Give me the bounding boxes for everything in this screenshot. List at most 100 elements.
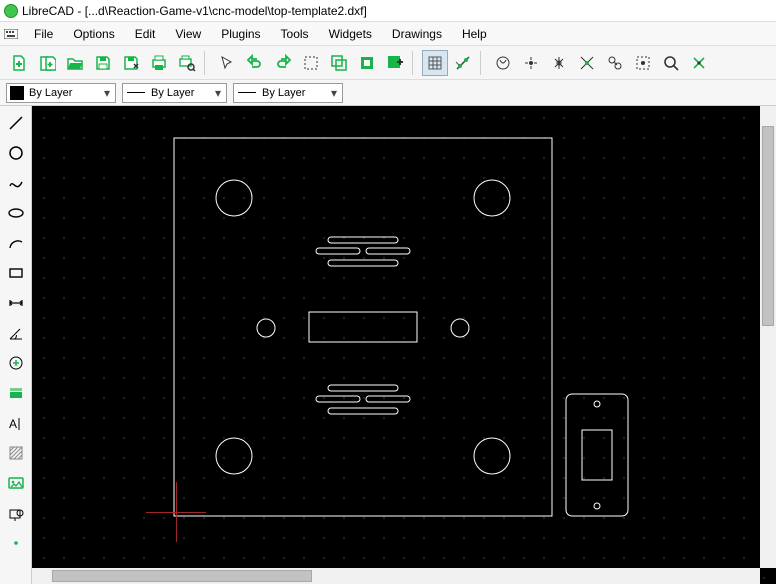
- select-region-icon: [302, 54, 320, 72]
- point-tool-icon: [7, 534, 25, 552]
- left-toolbar: A: [0, 106, 32, 584]
- center-snap-icon: [550, 54, 568, 72]
- point-tool-button[interactable]: [3, 530, 29, 556]
- drawing-canvas[interactable]: [32, 106, 776, 584]
- curve-tool-button[interactable]: [3, 170, 29, 196]
- angle-dim-tool-button[interactable]: [3, 320, 29, 346]
- scrollbar-horizontal[interactable]: [32, 568, 760, 584]
- save-icon: [94, 54, 112, 72]
- window-title: LibreCAD - [...d\Reaction-Game-v1\cnc-mo…: [22, 4, 367, 18]
- nearest-snap-button[interactable]: [658, 50, 684, 76]
- nearest-snap-icon: [662, 54, 680, 72]
- redo-button[interactable]: [270, 50, 296, 76]
- print-preview-button[interactable]: [174, 50, 200, 76]
- save-as-icon: [122, 54, 140, 72]
- layer-color-label: By Layer: [27, 87, 99, 99]
- circle-tool-button[interactable]: [3, 140, 29, 166]
- polyline-tool-icon: [7, 354, 25, 372]
- pointer-button[interactable]: [214, 50, 240, 76]
- perp-snap-icon: [606, 54, 624, 72]
- arc-tool-icon: [7, 234, 25, 252]
- zoom-window-button[interactable]: [326, 50, 352, 76]
- layer-linewidth-combo[interactable]: By Layer ▾: [122, 83, 227, 103]
- new-doc-icon: [10, 54, 28, 72]
- text-tool-button[interactable]: A: [3, 410, 29, 436]
- pan-button[interactable]: [354, 50, 380, 76]
- scroll-thumb[interactable]: [762, 126, 774, 326]
- svg-text:A: A: [9, 417, 17, 431]
- toolbar-separator: [480, 51, 486, 75]
- crosshair-vertical: [176, 482, 177, 542]
- text-tool-icon: A: [7, 414, 25, 432]
- center-snap-button[interactable]: [546, 50, 572, 76]
- redo-icon: [274, 54, 292, 72]
- menu-tools[interactable]: Tools: [271, 25, 319, 43]
- arc-tool-button[interactable]: [3, 230, 29, 256]
- save-button[interactable]: [90, 50, 116, 76]
- image-tool-button[interactable]: [3, 470, 29, 496]
- save-as-button[interactable]: [118, 50, 144, 76]
- pointer-icon: [218, 54, 236, 72]
- menu-bar: FileOptionsEditViewPluginsToolsWidgetsDr…: [0, 22, 776, 46]
- new-doc-button[interactable]: [6, 50, 32, 76]
- rect-tool-button[interactable]: [3, 260, 29, 286]
- line-tool-button[interactable]: [3, 110, 29, 136]
- title-bar: LibreCAD - [...d\Reaction-Game-v1\cnc-mo…: [0, 0, 776, 22]
- app-name: LibreCAD: [22, 4, 74, 18]
- perp-snap-button[interactable]: [602, 50, 628, 76]
- menu-view[interactable]: View: [165, 25, 211, 43]
- menu-options[interactable]: Options: [63, 25, 124, 43]
- print-button[interactable]: [146, 50, 172, 76]
- scrollbar-vertical[interactable]: [760, 106, 776, 568]
- ellipse-tool-button[interactable]: [3, 200, 29, 226]
- dimension-tool-button[interactable]: [3, 290, 29, 316]
- new-view-button[interactable]: [382, 50, 408, 76]
- free-snap-button[interactable]: [686, 50, 712, 76]
- print-icon: [150, 54, 168, 72]
- polyline-tool-button[interactable]: [3, 350, 29, 376]
- grid-toggle-button[interactable]: [422, 50, 448, 76]
- snap-toggle-icon: [454, 54, 472, 72]
- zoom-window-icon: [330, 54, 348, 72]
- intersect-snap-button[interactable]: [574, 50, 600, 76]
- hatch-tool-2-button[interactable]: [3, 380, 29, 406]
- angle-dim-tool-icon: [7, 324, 25, 342]
- block-tool-icon: [7, 504, 25, 522]
- open-icon: [66, 54, 84, 72]
- chevron-down-icon: ▾: [210, 86, 226, 100]
- block-tool-button[interactable]: [3, 500, 29, 526]
- intersect-snap-icon: [578, 54, 596, 72]
- new-from-template-button[interactable]: [34, 50, 60, 76]
- menu-widgets[interactable]: Widgets: [319, 25, 382, 43]
- layer-color-combo[interactable]: By Layer ▾: [6, 83, 116, 103]
- hatch-tool-button[interactable]: [3, 440, 29, 466]
- layer-style-label: By Layer: [260, 87, 326, 99]
- cad-drawing: [32, 106, 776, 584]
- select-region-button[interactable]: [298, 50, 324, 76]
- new-view-icon: [386, 54, 404, 72]
- chevron-down-icon: ▾: [99, 86, 115, 100]
- chevron-down-icon: ▾: [326, 86, 342, 100]
- menu-edit[interactable]: Edit: [125, 25, 166, 43]
- line-tool-icon: [7, 114, 25, 132]
- menu-help[interactable]: Help: [452, 25, 497, 43]
- endpoint-snap-button[interactable]: [490, 50, 516, 76]
- work-area: A: [0, 106, 776, 584]
- layer-linestyle-combo[interactable]: By Layer ▾: [233, 83, 343, 103]
- endpoint-snap-icon: [494, 54, 512, 72]
- rect-tool-icon: [7, 264, 25, 282]
- free-snap-icon: [690, 54, 708, 72]
- menu-file[interactable]: File: [24, 25, 63, 43]
- menu-drawings[interactable]: Drawings: [382, 25, 452, 43]
- scroll-thumb[interactable]: [52, 570, 312, 582]
- snap-toggle-button[interactable]: [450, 50, 476, 76]
- toolbar-separator: [204, 51, 210, 75]
- open-button[interactable]: [62, 50, 88, 76]
- menu-plugins[interactable]: Plugins: [211, 25, 270, 43]
- undo-button[interactable]: [242, 50, 268, 76]
- tangent-snap-button[interactable]: [630, 50, 656, 76]
- keyboard-icon[interactable]: [4, 27, 18, 41]
- midpoint-snap-button[interactable]: [518, 50, 544, 76]
- doc-path: [...d\Reaction-Game-v1\cnc-model\top-tem…: [85, 4, 367, 18]
- main-toolbar: [0, 46, 776, 80]
